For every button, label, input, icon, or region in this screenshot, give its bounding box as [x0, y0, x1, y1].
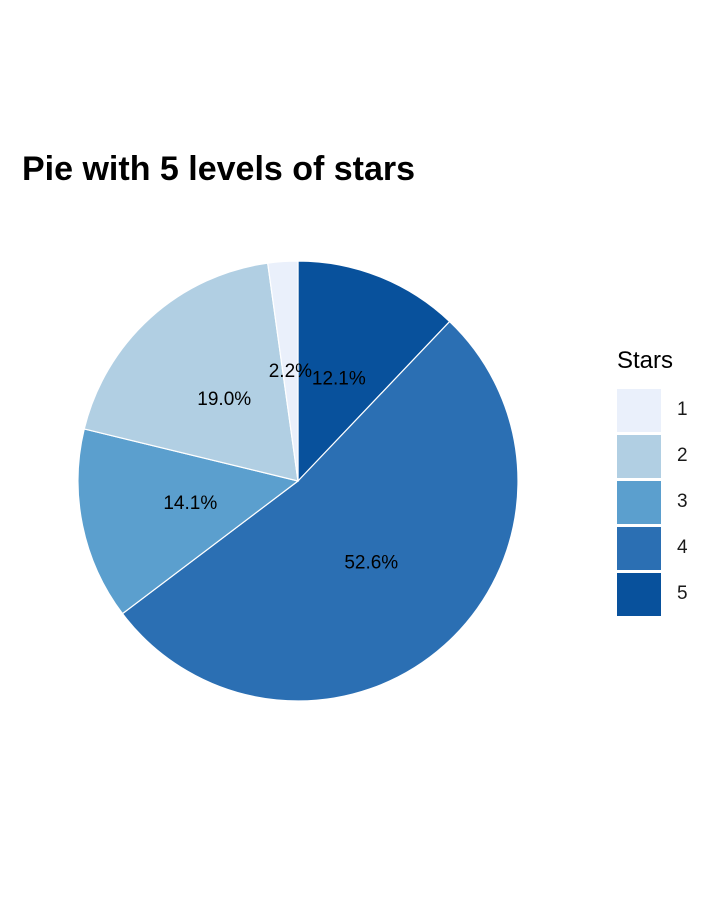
slice-label-2: 19.0%	[197, 389, 251, 410]
legend-item: 4	[617, 525, 688, 571]
pie-slice-5	[297, 260, 451, 483]
pie-slice-1	[267, 260, 299, 482]
legend: Stars 1 2 3 4 5	[617, 345, 688, 617]
legend-item: 5	[617, 571, 688, 617]
legend-swatch	[617, 572, 661, 616]
pie-slice-3	[77, 428, 300, 615]
pie-slice-labels: 12.1% 52.6% 14.1% 19.0% 2.2%	[163, 361, 398, 574]
legend-label: 4	[677, 537, 688, 558]
slice-label-5: 12.1%	[312, 368, 366, 389]
legend-swatch	[617, 526, 661, 570]
legend-label: 2	[677, 445, 688, 466]
legend-label: 3	[677, 491, 688, 512]
chart-title: Pie with 5 levels of stars	[22, 150, 416, 188]
pie-slices	[77, 260, 519, 702]
legend-label: 1	[677, 399, 688, 420]
legend-item: 1	[617, 387, 688, 433]
slice-label-4: 52.6%	[344, 553, 398, 574]
pie-slice-2	[83, 262, 299, 482]
legend-item: 2	[617, 433, 688, 479]
legend-label: 5	[677, 583, 688, 604]
legend-title: Stars	[617, 347, 674, 374]
slice-label-1: 2.2%	[269, 361, 312, 382]
pie-slice-4	[121, 320, 519, 702]
slice-label-3: 14.1%	[163, 493, 217, 514]
legend-swatch	[617, 388, 661, 432]
legend-swatch	[617, 480, 661, 524]
legend-item: 3	[617, 479, 688, 525]
legend-swatch	[617, 434, 661, 478]
